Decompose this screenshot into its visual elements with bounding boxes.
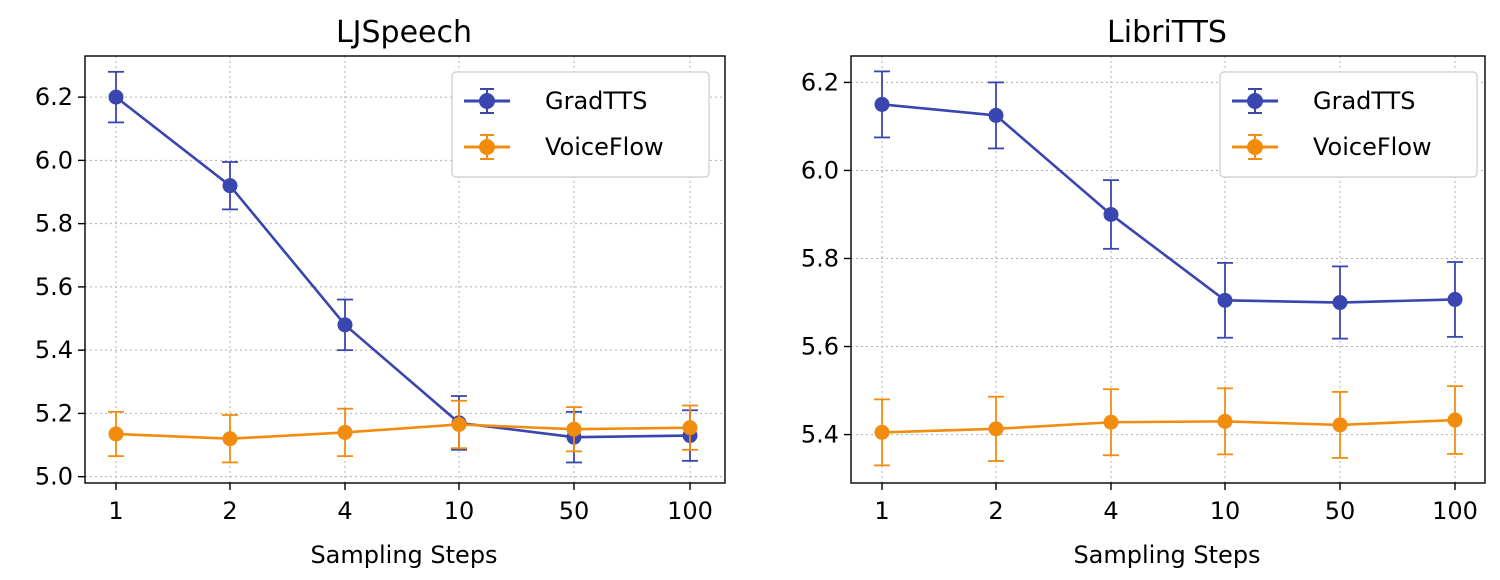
data-point-voiceflow	[1447, 412, 1463, 428]
data-point-gradtts	[988, 107, 1004, 123]
y-tick-label: 5.0	[35, 463, 73, 491]
data-point-gradtts	[874, 96, 890, 112]
chart-ljspeech: LJSpeech Sampling Steps 1 2 4 10 50 100 5.0 5.2…	[35, 15, 726, 569]
data-point-voiceflow	[1103, 414, 1119, 430]
x-tick-label: 4	[1103, 497, 1118, 525]
legend-label-voiceflow: VoiceFlow	[1313, 133, 1432, 161]
data-point-voiceflow	[337, 424, 353, 440]
x-tick-label: 50	[1325, 497, 1356, 525]
x-tick-label: 100	[1432, 497, 1478, 525]
x-tick-label: 100	[667, 497, 713, 525]
legend: GradTTS VoiceFlow	[451, 71, 710, 178]
legend-entry-voiceflow: VoiceFlow	[464, 133, 664, 161]
y-tick-label: 5.4	[801, 421, 839, 449]
data-point-gradtts	[1447, 291, 1463, 307]
x-tick-label: 10	[1210, 497, 1241, 525]
x-tick-label: 1	[108, 497, 123, 525]
series-line-voiceflow	[881, 418, 1456, 434]
data-point-voiceflow	[566, 421, 582, 437]
plot-frame	[84, 55, 726, 484]
data-point-voiceflow	[988, 421, 1004, 437]
legend-label-gradtts: GradTTS	[1313, 87, 1416, 115]
y-tick-label: 5.8	[801, 244, 839, 272]
series-line-gradtts	[115, 96, 691, 439]
x-tick-label: 2	[222, 497, 237, 525]
y-tick-label: 5.4	[35, 336, 73, 364]
data-point-gradtts	[1332, 295, 1348, 311]
data-point-voiceflow	[874, 424, 890, 440]
axis-ticks: 1 2 4 10 50 100 5.4 5.6 5.8 6.0 6.2	[801, 68, 1478, 525]
data-point-voiceflow	[1332, 417, 1348, 433]
y-tick-label: 6.0	[35, 146, 73, 174]
axis-ticks: 1 2 4 10 50 100 5.0 5.2 5.4 5.6 5.8 6.0 6.2	[35, 83, 713, 525]
data-point-voiceflow	[1217, 413, 1233, 429]
y-tick-label: 5.2	[35, 399, 73, 427]
x-tick-label: 10	[444, 497, 475, 525]
y-tick-label: 5.6	[35, 273, 73, 301]
y-tick-label: 5.8	[35, 210, 73, 238]
y-tick-label: 6.2	[35, 83, 73, 111]
data-point-voiceflow	[451, 416, 467, 432]
data-point-gradtts	[108, 89, 124, 105]
x-tick-label: 2	[988, 497, 1003, 525]
x-axis-label: Sampling Steps	[310, 541, 497, 569]
legend-entry-voiceflow: VoiceFlow	[1232, 133, 1432, 161]
data-point-voiceflow	[222, 431, 238, 447]
data-point-voiceflow	[108, 426, 124, 442]
y-tick-label: 6.0	[801, 156, 839, 184]
chart-title: LibriTTS	[1107, 15, 1227, 50]
legend-box	[1219, 71, 1478, 178]
legend: GradTTS VoiceFlow	[1219, 71, 1478, 178]
plot-frame	[850, 55, 1486, 484]
y-tick-label: 6.2	[801, 68, 839, 96]
legend-entry-gradtts: GradTTS	[1232, 87, 1416, 115]
x-tick-label: 4	[337, 497, 352, 525]
data-point-gradtts	[1103, 206, 1119, 222]
legend-label-voiceflow: VoiceFlow	[545, 133, 664, 161]
y-tick-label: 5.6	[801, 333, 839, 361]
data-point-gradtts	[222, 178, 238, 194]
legend-entry-gradtts: GradTTS	[464, 87, 648, 115]
x-axis-label: Sampling Steps	[1073, 541, 1260, 569]
data-series	[874, 70, 1463, 467]
chart-libritts: LibriTTS Sampling Steps 1 2 4 10 50 100 5.4 5.6…	[801, 15, 1486, 569]
series-line-voiceflow	[115, 423, 691, 441]
data-point-voiceflow	[682, 420, 698, 436]
legend-label-gradtts: GradTTS	[545, 87, 648, 115]
series-line-gradtts	[881, 103, 1456, 304]
data-series	[108, 70, 698, 464]
legend-box	[451, 71, 710, 178]
data-point-gradtts	[1217, 292, 1233, 308]
x-tick-label: 50	[559, 497, 590, 525]
chart-title: LJSpeech	[336, 15, 472, 50]
data-point-gradtts	[337, 317, 353, 333]
x-tick-label: 1	[874, 497, 889, 525]
